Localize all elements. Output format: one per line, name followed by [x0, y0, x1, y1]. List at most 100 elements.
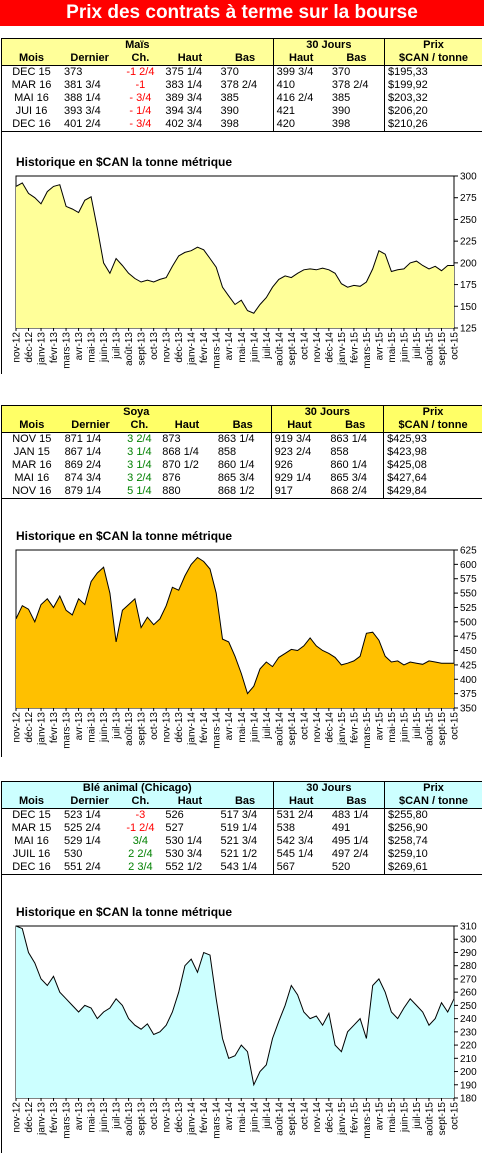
x-tick-label: nov-14	[312, 332, 323, 363]
col-mois: Mois	[2, 52, 61, 66]
row-prix: $199,92	[384, 79, 482, 92]
row-30-haut: 926	[270, 459, 328, 472]
table-row: DEC 16 551 2/4 2 3/4 552 1/2 543 1/4 567 520 $2…	[2, 861, 482, 875]
row-mois: MAR 15	[11, 822, 52, 834]
row-mois: MAR 16	[11, 459, 52, 471]
x-tick-label: nov-12	[12, 712, 23, 743]
y-tick-label: 375	[460, 689, 477, 700]
series-area	[16, 926, 454, 1098]
x-tick-label: août-14	[274, 332, 285, 366]
table-row: MAR 16 381 3/4 -1 383 1/4 378 2/4 410 378 2/4 $…	[2, 79, 482, 92]
row-30-bas: 491	[331, 822, 351, 834]
row-prix: $256,90	[384, 822, 482, 835]
row-prix: $255,80	[384, 808, 482, 822]
col-mois: Mois	[2, 795, 61, 809]
row-mois: DEC 16	[2, 861, 61, 875]
row-mois: JUIL 16	[12, 848, 51, 860]
x-tick-label: juin-14	[249, 332, 260, 363]
x-tick-label: oct-13	[149, 712, 160, 740]
x-tick-label: déc-14	[324, 332, 335, 363]
x-tick-label: janv-15	[337, 712, 348, 746]
row-30-haut: 567	[272, 861, 329, 875]
ble-chart-title: Historique en $CAN la tonne métrique	[16, 905, 233, 919]
col-haut: Haut	[162, 795, 218, 809]
mais-quotes-table: Maïs 30 Jours Prix Mois Dernier Ch. Haut Bas Hau…	[2, 38, 482, 132]
x-tick-label: oct-15	[450, 332, 461, 360]
row-change: 2 3/4	[118, 861, 163, 875]
col-30-bas: Bas	[327, 419, 384, 433]
y-tick-label: 425	[460, 660, 477, 671]
col-unit: $CAN / tonne	[383, 419, 482, 433]
x-tick-label: juin-13	[99, 1102, 110, 1133]
x-tick-label: nov-13	[162, 1102, 173, 1133]
row-30-bas: 497 2/4	[331, 848, 369, 860]
x-tick-label: janv-13	[37, 332, 48, 366]
x-tick-label: oct-14	[299, 1102, 310, 1130]
col-haut: Haut	[162, 52, 218, 66]
series-area	[16, 182, 454, 328]
row-mois: JAN 15	[13, 446, 50, 458]
row-mois: MAI 16	[14, 835, 49, 847]
row-haut: 876	[162, 472, 181, 484]
x-tick-label: sept-14	[287, 1102, 298, 1136]
x-tick-label: févr-14	[199, 1102, 210, 1134]
thirty-days-header: 30 Jours	[270, 405, 384, 419]
x-tick-label: avr-15	[374, 712, 385, 741]
row-bas: 865 3/4	[217, 472, 255, 484]
series-line	[15, 925, 455, 1087]
y-tick-label: 300	[460, 935, 477, 946]
row-dernier: 879 1/4	[61, 485, 120, 499]
x-tick-label: sept-13	[137, 1102, 148, 1136]
row-change: 2 2/4	[128, 848, 153, 860]
y-tick-label: 525	[460, 603, 477, 614]
row-prix: $195,33	[384, 65, 482, 79]
table-row: JUI 16 393 3/4- 1/4 394 3/4 390 421 390 $206,2…	[2, 105, 482, 118]
commodity-name: Maïs	[2, 38, 274, 52]
x-tick-label: févr-13	[49, 1102, 60, 1134]
y-tick-label: 575	[460, 574, 477, 585]
row-30-bas: 370	[331, 66, 351, 78]
col-30-haut: Haut	[270, 419, 328, 433]
row-bas: 860 1/4	[217, 459, 255, 471]
y-tick-label: 190	[460, 1080, 477, 1091]
x-tick-label: févr-15	[349, 332, 360, 364]
col-haut: Haut	[159, 419, 215, 433]
x-tick-label: août-14	[274, 712, 285, 746]
row-dernier: 388 1/4	[63, 92, 101, 104]
x-tick-label: mars-15	[362, 1102, 373, 1139]
row-mois: DEC 15	[12, 66, 51, 78]
x-tick-label: oct-14	[299, 332, 310, 360]
row-change: -1	[135, 79, 146, 91]
row-haut: 394 3/4	[165, 105, 203, 117]
row-bas: 390	[220, 105, 239, 117]
y-tick-label: 175	[460, 280, 477, 291]
row-30-bas: 378 2/4	[331, 79, 369, 91]
x-tick-label: nov-13	[162, 712, 173, 743]
x-tick-label: sept-15	[437, 332, 448, 366]
row-30-haut: 929 1/4	[270, 472, 328, 485]
table-header-row: Blé animal (Chicago) 30 Jours Prix	[2, 781, 482, 795]
x-tick-label: nov-14	[312, 1102, 323, 1133]
row-haut: 873	[162, 433, 181, 445]
y-tick-label: 210	[460, 1054, 477, 1065]
soya-chart-title: Historique en $CAN la tonne métrique	[16, 529, 233, 543]
row-dernier: 869 2/4	[64, 459, 102, 471]
row-change: 3/4	[132, 835, 149, 847]
row-30-bas: 863 1/4	[330, 433, 368, 445]
x-tick-label: avr-15	[374, 1102, 385, 1131]
x-tick-label: juin-14	[249, 1102, 260, 1133]
row-prix: $269,61	[384, 861, 482, 875]
x-tick-label: juin-14	[249, 712, 260, 743]
x-tick-label: mai-15	[387, 1102, 398, 1133]
y-tick-label: 200	[460, 258, 477, 269]
x-tick-label: juin-13	[99, 712, 110, 743]
row-change: - 3/4	[129, 92, 152, 104]
table-header-row: Soya 30 Jours Prix	[2, 405, 482, 419]
x-tick-label: déc-12	[24, 332, 35, 363]
soya-price-chart: 350 375 400 425 450 475 500 525 550 575 600 625 nov-…	[12, 546, 478, 749]
x-tick-label: sept-13	[137, 712, 148, 746]
row-bas: 519 1/4	[220, 822, 258, 834]
x-tick-label: janv-15	[337, 1102, 348, 1136]
x-tick-label: sept-15	[437, 1102, 448, 1136]
row-haut: 527	[165, 822, 184, 834]
